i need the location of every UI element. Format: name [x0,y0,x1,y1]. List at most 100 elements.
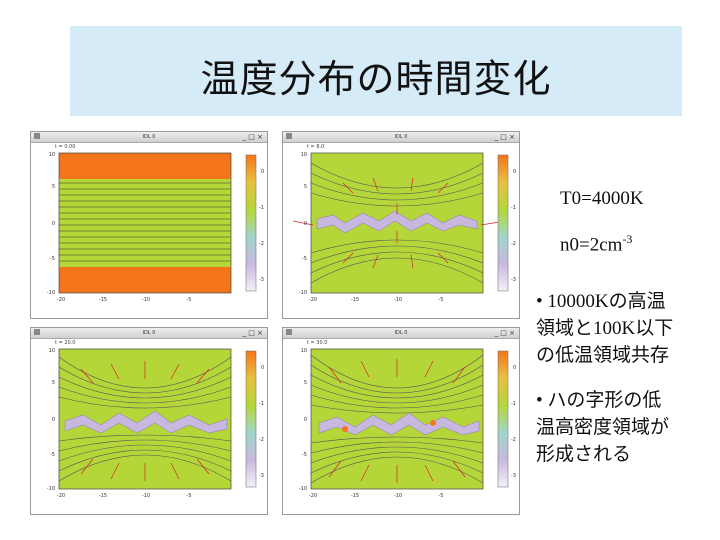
bullet-line: 領域と100K以下 [536,318,674,339]
y-tick: -5 [50,452,55,458]
cb-tick: 0 [261,169,264,175]
y-tick: 5 [304,380,307,386]
cb-tick: -1 [511,205,516,211]
window-menu-icon[interactable] [34,133,40,139]
cb-tick: -1 [511,401,516,407]
y-tick: -5 [50,256,55,262]
colorbar [497,350,509,488]
y-tick: 10 [301,348,307,354]
param-n0-base: n0=2cm [560,234,623,256]
window-title: IDL 0 [394,134,408,140]
y-tick: 0 [52,221,55,227]
sim-window-t20: IDL 0 _ □ × t = 20.0 [30,327,268,515]
x-tick: -20 [309,297,317,303]
x-tick: -5 [187,493,192,499]
y-tick: -10 [299,486,307,492]
x-tick: -20 [57,297,65,303]
window-titlebar[interactable]: IDL 0 _ □ × [31,328,267,339]
window-menu-icon[interactable] [286,133,292,139]
bullet-mark: • [536,291,543,312]
y-tick: 0 [304,221,307,227]
x-tick: -15 [351,493,359,499]
time-label: t = 20.0 [55,340,76,346]
time-label: t = 8.0 [307,144,325,150]
y-tick: -10 [47,290,55,296]
cb-tick: -1 [259,401,264,407]
bullet-mark: • [536,390,543,411]
hot-spot [430,420,436,426]
y-tick: 0 [52,417,55,423]
cold-band [316,210,478,234]
field-lines [58,356,232,482]
x-tick: -5 [439,297,444,303]
window-titlebar[interactable]: IDL 0 _ □ × [283,328,519,339]
param-n0-exp: -3 [622,232,633,246]
time-label: t = 0.00 [55,144,76,150]
x-tick: -15 [99,297,107,303]
x-tick: -10 [394,297,402,303]
x-tick: -5 [187,297,192,303]
y-tick: 10 [49,152,55,158]
bullet-line: ハの字形の低 [547,390,662,411]
x-tick: -15 [99,493,107,499]
window-title: IDL 0 [142,134,156,140]
window-titlebar[interactable]: IDL 0 _ □ × [283,132,519,143]
window-controls-icon[interactable]: _ □ × [242,329,263,337]
x-tick: -20 [57,493,65,499]
temperature-plot-t20: 10 5 0 -5 -10 -20 -15 -10 -5 0 -1 -2 -3 [47,348,264,499]
plot-area: t = 20.0 10 5 [31,339,267,514]
time-label: t = 30.0 [307,340,328,346]
y-tick: -10 [47,486,55,492]
sim-window-t0: IDL 0 _ □ × t = 0.00 [30,131,268,319]
cb-tick: -3 [259,277,264,283]
bullet-line: の低温領域共存 [536,345,670,366]
field-lines [310,354,484,484]
y-tick: 0 [304,417,307,423]
x-tick: -10 [142,493,150,499]
cold-band [64,410,228,434]
colorbar [497,154,509,292]
param-t0: T0=4000K [560,188,644,209]
velocity-arrows [328,359,466,483]
cb-tick: -1 [259,205,264,211]
window-titlebar[interactable]: IDL 0 _ □ × [31,132,267,143]
window-title: IDL 0 [142,330,156,336]
colorbar [245,350,257,488]
temperature-plot-t0: 10 5 0 -5 -10 -20 -15 -10 -5 0 -1 -2 -3 [47,152,264,303]
cb-tick: -3 [259,473,264,479]
y-tick: -5 [302,452,307,458]
window-title: IDL 0 [394,330,408,336]
y-tick: -5 [302,256,307,262]
x-tick: -15 [351,297,359,303]
param-n0: n0=2cm-3 [560,232,632,256]
window-menu-icon[interactable] [34,329,40,335]
plot-area: t = 8.0 10 5 0 -5 - [283,143,519,318]
window-menu-icon[interactable] [286,329,292,335]
sim-window-t30: IDL 0 _ □ × t = 30.0 [282,327,520,515]
plot-area: t = 0.00 [31,143,267,318]
bullet-item: • 10000Kの高温 領域と100K以下 の低温領域共存 [536,288,716,369]
cb-tick: -2 [259,437,264,443]
cb-tick: -2 [511,437,516,443]
window-controls-icon[interactable]: _ □ × [242,133,263,141]
y-tick: 10 [301,152,307,158]
cb-tick: -2 [259,241,264,247]
plot-area: t = 30.0 10 [283,339,519,514]
y-tick: 5 [52,380,55,386]
window-controls-icon[interactable]: _ □ × [494,329,515,337]
bullet-line: 形成される [536,444,632,465]
cb-tick: -3 [511,277,516,283]
window-controls-icon[interactable]: _ □ × [494,133,515,141]
colorbar [245,154,257,292]
field-lines [59,182,231,262]
x-tick: -10 [394,493,402,499]
cb-tick: 0 [513,365,516,371]
temperature-plot-t8: 10 5 0 -5 -10 -20 -15 -10 -5 0 -1 -2 -3 [292,152,516,303]
bullet-line: 温高密度領域が [536,417,670,438]
bullet-line: 10000Kの高温 [547,291,666,312]
y-tick: 10 [49,348,55,354]
x-tick: -20 [309,493,317,499]
y-tick: -10 [299,290,307,296]
velocity-arrows [292,177,506,269]
bullet-item: • ハの字形の低 温高密度領域が 形成される [536,387,716,468]
